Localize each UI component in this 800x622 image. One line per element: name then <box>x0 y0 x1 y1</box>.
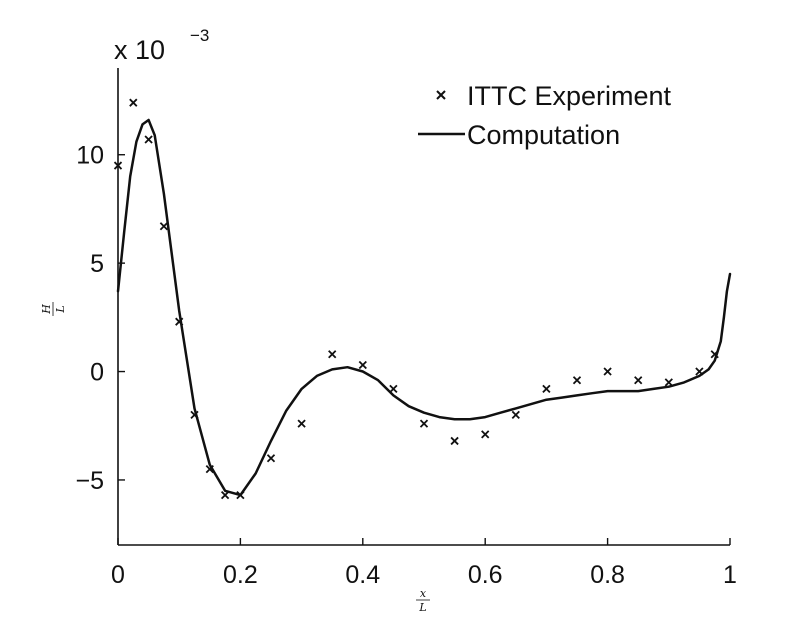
y-exponent-base: x 10 <box>114 35 165 65</box>
legend-item-experiment: ITTC Experiment <box>436 81 672 111</box>
x-tick-label: 0.8 <box>590 561 625 589</box>
y-tick-label: 0 <box>90 359 104 387</box>
experiment-point-stroke <box>419 419 429 428</box>
experiment-point <box>358 360 367 370</box>
experiment-point-stroke <box>542 384 551 394</box>
experiment-point <box>603 367 612 376</box>
experiment-point-stroke <box>389 384 398 394</box>
experiment-point <box>328 350 337 359</box>
legend-item-computation: Computation <box>418 120 620 150</box>
x-tick-label: 1 <box>723 561 737 589</box>
axes-layer: 0 0.2 0.4 0.6 0.8 1 −5 0 5 10 <box>75 68 737 589</box>
experiment-point-stroke <box>511 410 520 420</box>
experiment-point-stroke <box>190 410 199 420</box>
experiment-point <box>419 419 429 428</box>
legend-marker-x-icon <box>436 90 446 100</box>
experiment-point <box>190 410 199 420</box>
experiment-point <box>572 376 582 385</box>
experiment-point-stroke <box>129 98 138 107</box>
y-exponent-power: −3 <box>190 26 209 45</box>
y-axis-label-numerator: H <box>40 304 53 315</box>
data-layer <box>113 98 732 500</box>
legend-label-experiment: ITTC Experiment <box>467 81 672 111</box>
experiment-point-stroke <box>236 490 245 500</box>
experiment-point-stroke <box>481 430 490 439</box>
experiment-point <box>634 376 643 385</box>
experiment-point <box>695 367 704 376</box>
experiment-point <box>664 378 673 387</box>
experiment-point <box>129 98 138 107</box>
experiment-point-stroke <box>328 350 337 359</box>
experiment-point-stroke <box>205 464 214 474</box>
experiment-point-stroke <box>634 376 643 385</box>
experiment-point <box>220 490 230 500</box>
y-tick-label: 10 <box>76 142 104 170</box>
experiment-point-stroke <box>159 222 169 231</box>
experiment-point <box>511 410 520 420</box>
experiment-point <box>542 384 551 394</box>
experiment-point-stroke <box>266 454 276 463</box>
experiment-point <box>144 135 153 144</box>
experiment-point-stroke <box>220 490 230 500</box>
experiment-point-stroke <box>695 367 704 376</box>
experiment-point <box>159 222 169 231</box>
x-tick-label: 0.6 <box>468 561 503 589</box>
y-axis-label-denominator: L <box>54 305 67 313</box>
experiment-point <box>297 419 306 428</box>
experiment-point-stroke <box>144 135 153 144</box>
x-axis-label-denominator: L <box>418 601 426 614</box>
experiment-point-stroke <box>603 367 612 376</box>
experiment-point-stroke <box>175 317 184 326</box>
experiment-point <box>175 317 184 326</box>
experiment-point-stroke <box>664 378 673 387</box>
y-tick-label: −5 <box>75 467 104 495</box>
x-axis-label-numerator: x <box>420 587 427 600</box>
y-tick-label: 5 <box>90 250 104 278</box>
experiment-point <box>236 490 245 500</box>
experiment-point <box>450 436 459 446</box>
x-tick-label: 0.2 <box>223 561 258 589</box>
experiment-point-stroke <box>297 419 306 428</box>
x-axis-label: x L <box>416 587 430 614</box>
experiment-point-stroke <box>358 360 367 370</box>
experiment-point-stroke <box>572 376 582 385</box>
experiment-point <box>205 464 214 474</box>
x-tick-label: 0 <box>111 561 125 589</box>
y-axis-label: H L <box>40 302 67 316</box>
experiment-point <box>481 430 490 439</box>
experiment-point <box>710 350 719 359</box>
experiment-point <box>266 454 276 463</box>
experiment-point-stroke <box>450 436 459 446</box>
legend: ITTC Experiment Computation <box>418 81 672 150</box>
x-tick-label: 0.4 <box>345 561 380 589</box>
experiment-point-stroke <box>710 350 719 359</box>
experiment-point <box>389 384 398 394</box>
y-exponent-label: x 10 −3 <box>114 26 209 65</box>
legend-label-computation: Computation <box>467 120 620 150</box>
computation-line <box>116 118 732 497</box>
